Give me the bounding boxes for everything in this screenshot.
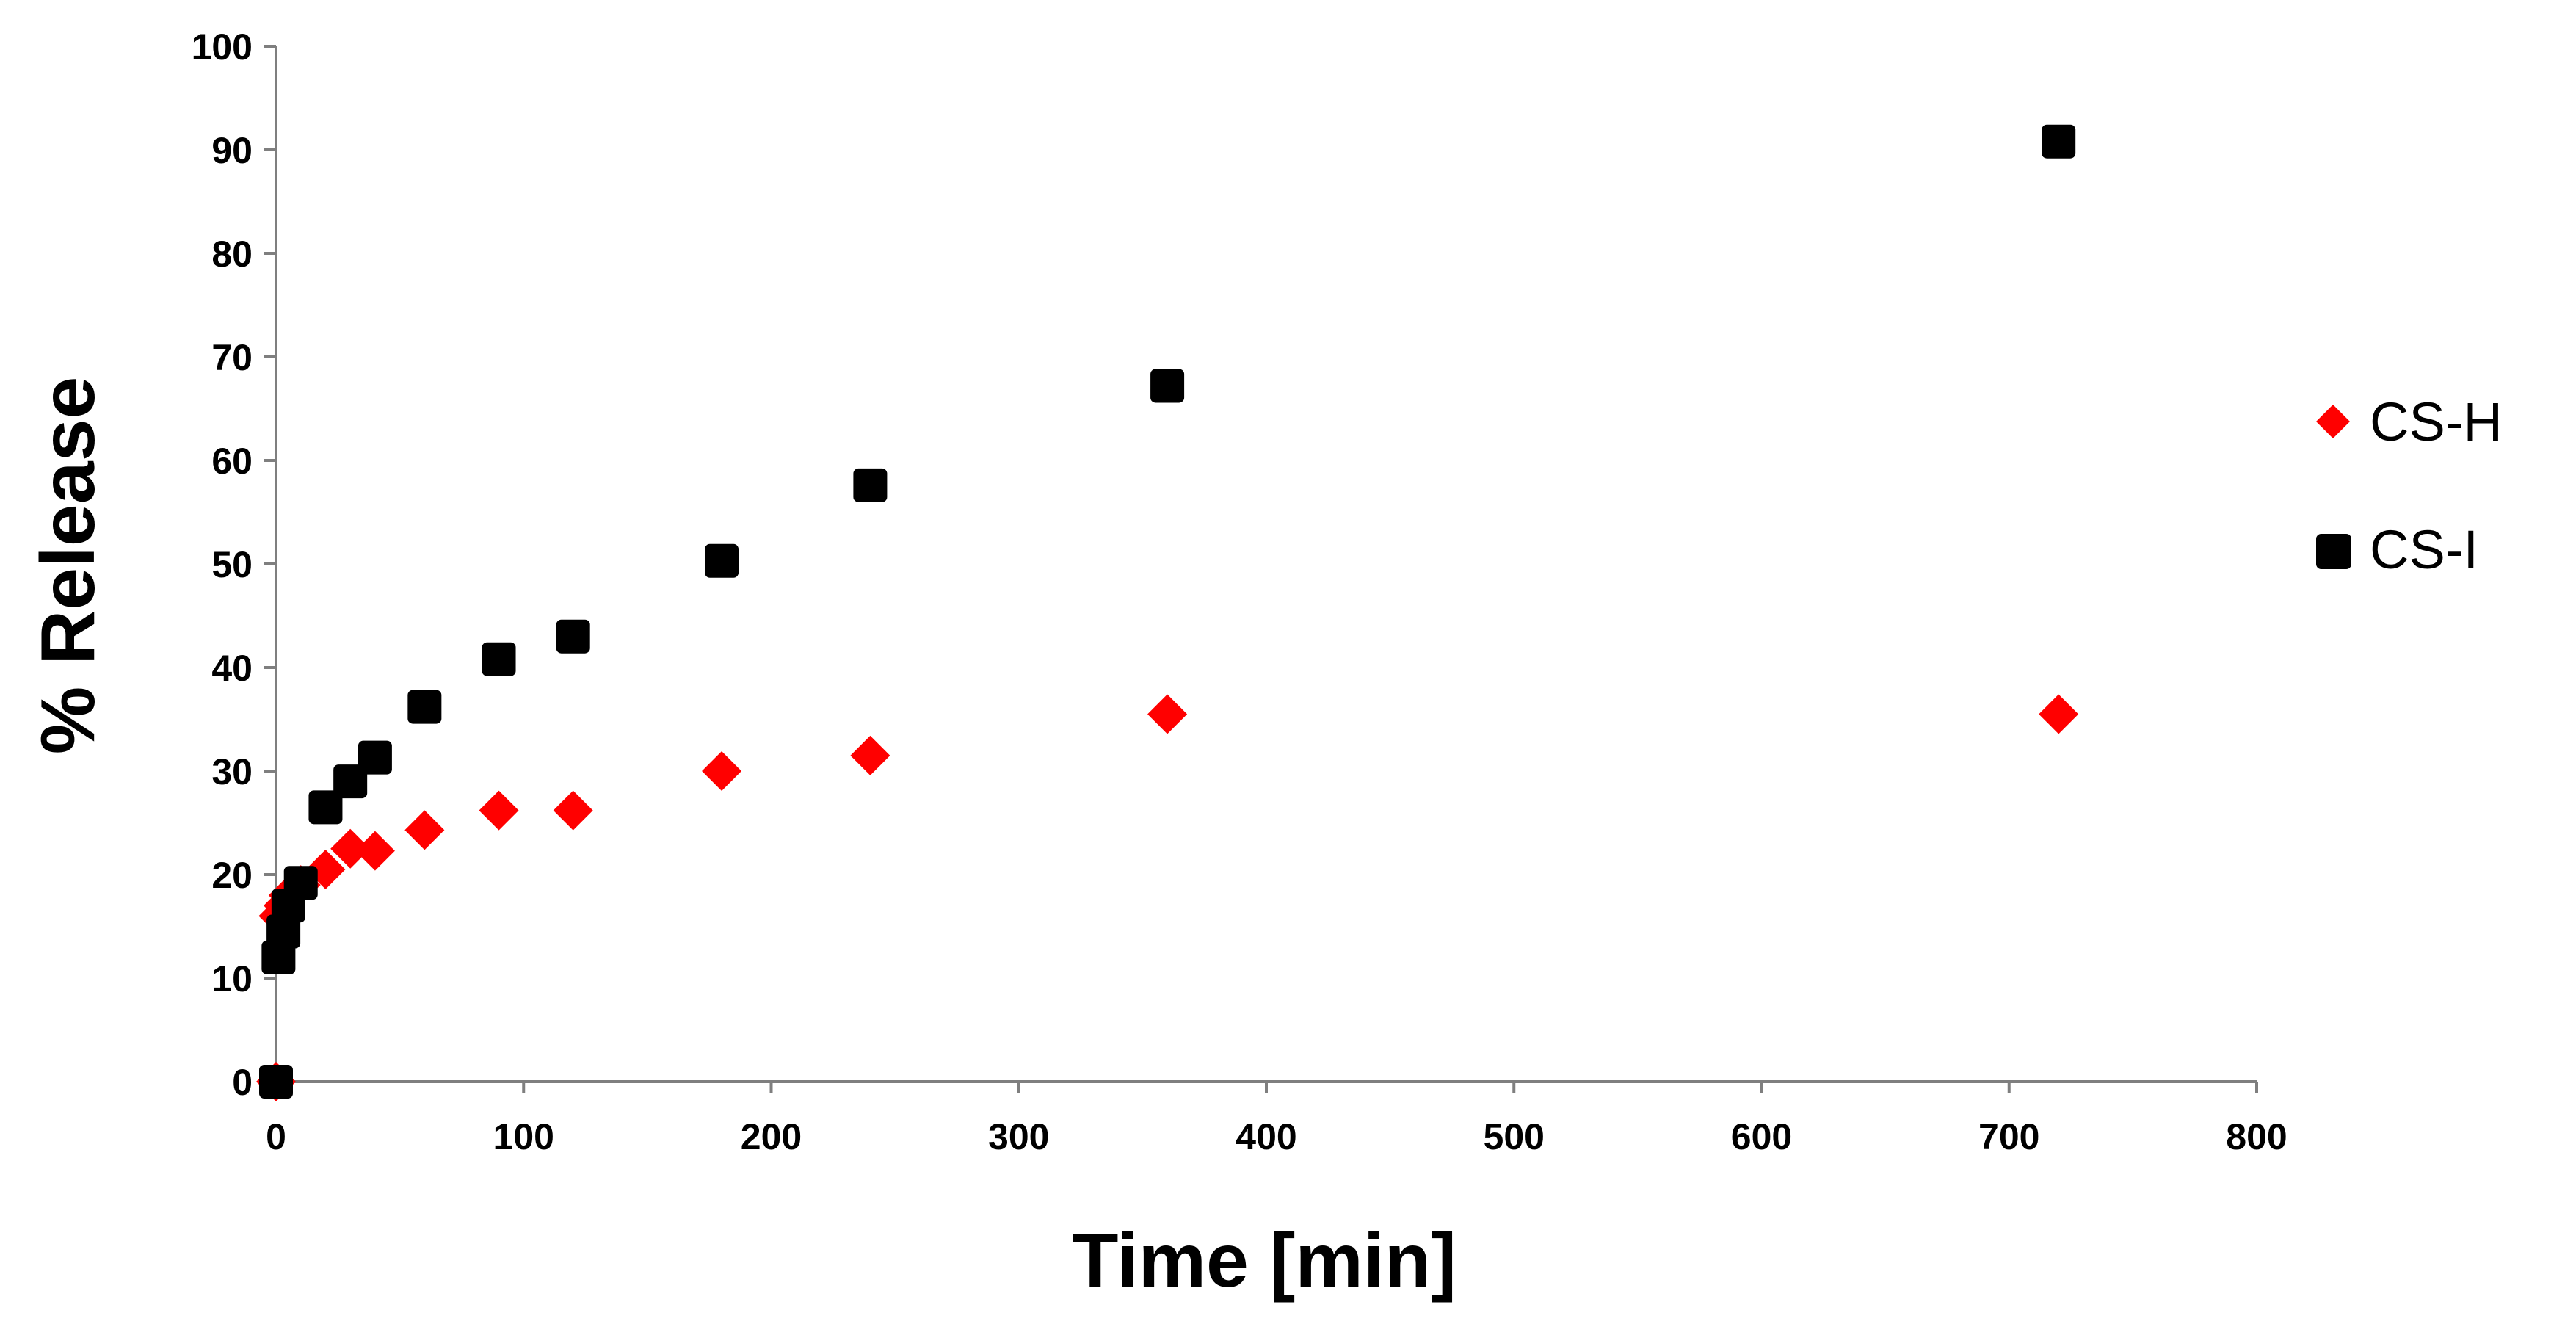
x-tick-label: 400 bbox=[1236, 1116, 1296, 1157]
x-tick-label: 500 bbox=[1484, 1116, 1545, 1157]
y-axis-title: % Release bbox=[26, 377, 111, 755]
legend-label-cs-h: CS-H bbox=[2370, 391, 2503, 452]
data-point-cs-h bbox=[702, 751, 742, 791]
data-point-cs-i bbox=[2042, 124, 2076, 159]
data-point-cs-i bbox=[261, 940, 296, 974]
y-tick-label: 50 bbox=[211, 544, 253, 585]
data-point-cs-i bbox=[556, 619, 590, 654]
y-tick-label: 100 bbox=[192, 26, 253, 68]
x-tick-label: 600 bbox=[1731, 1116, 1792, 1157]
y-tick-label: 40 bbox=[211, 648, 253, 689]
data-point-cs-h bbox=[1147, 694, 1188, 734]
data-point-cs-h bbox=[479, 790, 519, 831]
y-tick-label: 10 bbox=[211, 958, 253, 999]
data-point-cs-i bbox=[1150, 369, 1185, 403]
x-tick-label: 800 bbox=[2226, 1116, 2287, 1157]
data-point-cs-i bbox=[853, 468, 888, 502]
x-tick-label: 0 bbox=[266, 1116, 286, 1157]
data-point-cs-i bbox=[266, 914, 301, 949]
x-tick-label: 100 bbox=[493, 1116, 554, 1157]
y-tick-label: 80 bbox=[211, 234, 253, 275]
x-tick-label: 700 bbox=[1978, 1116, 2039, 1157]
data-point-cs-h bbox=[850, 735, 890, 775]
data-point-cs-i bbox=[283, 866, 318, 900]
x-tick-labels: 0 100 200 300 400 500 600 700 800 bbox=[266, 1116, 2287, 1157]
legend: CS-H CS-I bbox=[2316, 391, 2503, 580]
data-points bbox=[256, 124, 2079, 1101]
y-tick-label: 0 bbox=[232, 1062, 253, 1103]
legend-marker-cs-i bbox=[2316, 534, 2351, 569]
data-point-cs-i bbox=[407, 690, 442, 724]
legend-marker-cs-h bbox=[2316, 405, 2350, 438]
y-tick-label: 70 bbox=[211, 337, 253, 378]
y-tick-label: 20 bbox=[211, 855, 253, 896]
data-point-cs-i bbox=[482, 642, 516, 676]
axes bbox=[275, 46, 2257, 1083]
data-point-cs-i bbox=[259, 1065, 293, 1099]
x-tick-label: 200 bbox=[741, 1116, 802, 1157]
data-point-cs-h bbox=[355, 831, 395, 871]
x-axis-title: Time [min] bbox=[1072, 1218, 1456, 1303]
data-point-cs-i bbox=[358, 740, 392, 775]
data-point-cs-h bbox=[330, 828, 371, 869]
y-tick-label: 90 bbox=[211, 130, 253, 171]
data-point-cs-i bbox=[705, 543, 739, 578]
data-point-cs-i bbox=[308, 790, 343, 825]
data-point-cs-i bbox=[333, 764, 368, 799]
y-tick-label: 30 bbox=[211, 751, 253, 792]
data-point-cs-h bbox=[553, 790, 593, 831]
data-point-cs-h bbox=[404, 810, 445, 850]
tick-marks bbox=[264, 45, 2258, 1093]
y-tick-labels: 0 10 20 30 40 50 60 70 80 90 100 bbox=[192, 26, 253, 1103]
x-tick-label: 300 bbox=[988, 1116, 1049, 1157]
data-point-cs-h bbox=[2039, 694, 2079, 734]
y-tick-label: 60 bbox=[211, 441, 253, 482]
legend-label-cs-i: CS-I bbox=[2370, 519, 2478, 580]
